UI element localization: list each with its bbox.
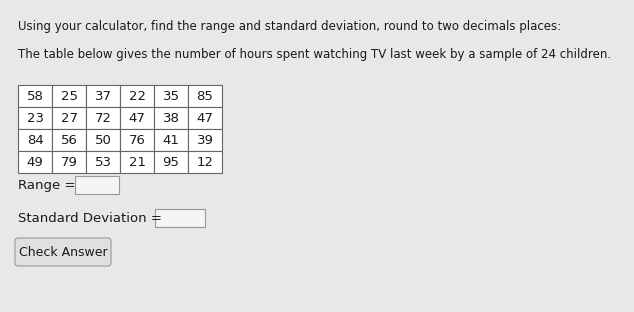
Text: 41: 41 <box>162 134 179 147</box>
Text: Range =: Range = <box>18 178 75 192</box>
Text: 72: 72 <box>94 111 112 124</box>
Text: 56: 56 <box>61 134 77 147</box>
Text: 95: 95 <box>162 155 179 168</box>
Text: Check Answer: Check Answer <box>18 246 107 259</box>
Text: 50: 50 <box>94 134 112 147</box>
Text: 84: 84 <box>27 134 43 147</box>
Bar <box>120 129 154 151</box>
Text: 58: 58 <box>27 90 44 103</box>
Bar <box>188 107 222 129</box>
Bar <box>18 151 52 173</box>
Bar <box>18 107 52 129</box>
Text: 39: 39 <box>197 134 214 147</box>
Bar <box>154 85 188 107</box>
Bar <box>188 85 222 107</box>
Bar <box>120 85 154 107</box>
Text: Using your calculator, find the range and standard deviation, round to two decim: Using your calculator, find the range an… <box>18 20 561 33</box>
Bar <box>154 151 188 173</box>
Bar <box>86 85 120 107</box>
Bar <box>75 176 119 194</box>
Text: 79: 79 <box>61 155 77 168</box>
Bar <box>188 129 222 151</box>
Text: 85: 85 <box>197 90 214 103</box>
Text: 23: 23 <box>27 111 44 124</box>
Text: 35: 35 <box>162 90 179 103</box>
Text: 22: 22 <box>129 90 145 103</box>
Bar <box>52 107 86 129</box>
Bar <box>86 151 120 173</box>
Text: 37: 37 <box>94 90 112 103</box>
Text: 76: 76 <box>129 134 145 147</box>
Bar <box>86 107 120 129</box>
Text: 47: 47 <box>129 111 145 124</box>
Bar <box>52 85 86 107</box>
Text: Standard Deviation =: Standard Deviation = <box>18 212 162 225</box>
Text: 53: 53 <box>94 155 112 168</box>
Bar <box>18 85 52 107</box>
Bar <box>154 129 188 151</box>
Bar <box>86 129 120 151</box>
Bar <box>155 209 205 227</box>
Bar <box>18 129 52 151</box>
Text: 49: 49 <box>27 155 43 168</box>
Bar <box>120 151 154 173</box>
Bar <box>154 107 188 129</box>
Text: 25: 25 <box>60 90 77 103</box>
Text: The table below gives the number of hours spent watching TV last week by a sampl: The table below gives the number of hour… <box>18 48 611 61</box>
Bar <box>52 129 86 151</box>
Bar <box>120 107 154 129</box>
Text: 38: 38 <box>162 111 179 124</box>
Bar <box>52 151 86 173</box>
Text: 21: 21 <box>129 155 145 168</box>
Bar <box>188 151 222 173</box>
FancyBboxPatch shape <box>15 238 111 266</box>
Text: 47: 47 <box>197 111 214 124</box>
Text: 12: 12 <box>197 155 214 168</box>
Text: 27: 27 <box>60 111 77 124</box>
